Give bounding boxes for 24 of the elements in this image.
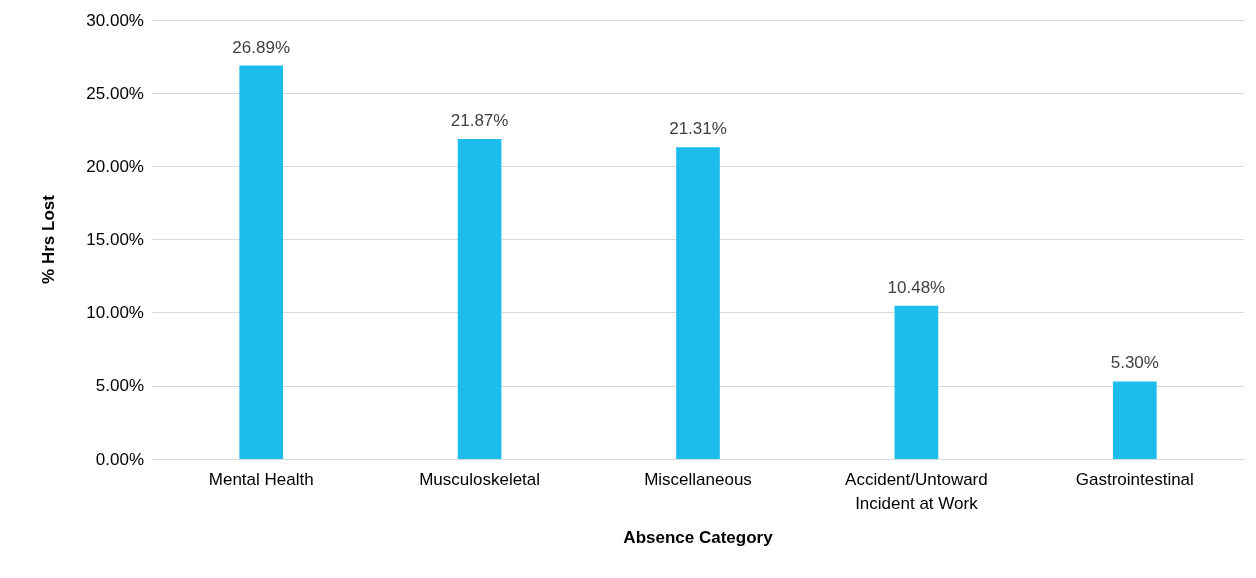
y-tick-label: 20.00%: [86, 156, 144, 176]
data-label: 21.87%: [450, 110, 509, 130]
bar: [1112, 381, 1157, 459]
bar: [239, 65, 284, 459]
bar: [457, 138, 502, 459]
y-tick-label: 10.00%: [86, 303, 144, 323]
x-tick-label: Miscellaneous: [644, 469, 752, 489]
y-axis-title: % Hrs Lost: [39, 194, 58, 284]
y-tick-label: 30.00%: [86, 10, 144, 30]
y-tick-label: 5.00%: [95, 376, 144, 396]
x-tick-label: Gastrointestinal: [1075, 469, 1194, 489]
x-axis-title: Absence Category: [623, 528, 774, 547]
y-tick-label: 25.00%: [86, 83, 144, 103]
y-tick-label: 0.00%: [95, 449, 144, 469]
data-label: 10.48%: [887, 277, 946, 297]
data-label: 26.89%: [232, 37, 291, 57]
x-tick-label: Musculoskeletal: [419, 469, 541, 489]
data-label: 21.31%: [669, 119, 727, 139]
x-tick-label: Accident/Untoward Incident at Work: [845, 469, 988, 513]
x-tick-label: Mental Health: [208, 469, 314, 489]
bar: [894, 305, 939, 459]
bar: [676, 147, 720, 459]
y-tick-label: 15.00%: [86, 230, 144, 249]
data-label: 5.30%: [1110, 353, 1159, 373]
